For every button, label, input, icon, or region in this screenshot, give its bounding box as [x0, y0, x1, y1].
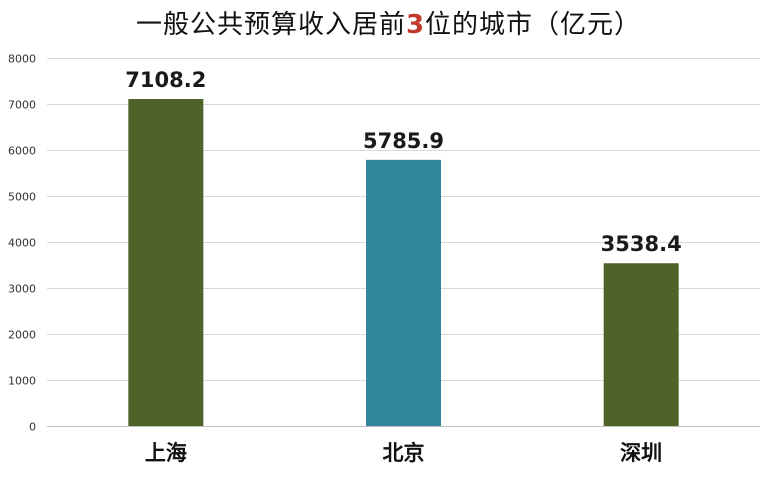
bar-2	[603, 263, 679, 426]
y-tick-label-7000: 7000	[8, 99, 36, 112]
y-tick-label-3000: 3000	[8, 283, 36, 296]
chart-title-highlight: 3	[405, 10, 426, 40]
y-tick-label-6000: 6000	[8, 145, 36, 158]
label-layer: 0 1000 2000 3000 4000 5000 6000 7000 8000 7108.2 上…	[8, 53, 682, 466]
y-tick-label-8000: 8000	[8, 53, 36, 66]
bar-1	[366, 159, 441, 426]
y-tick-label-0: 0	[29, 421, 36, 434]
y-tick-label-4000: 4000	[8, 237, 36, 250]
value-label-2: 3538.4	[601, 232, 682, 256]
chart-title-part-1: 一般公共预算收入居前	[135, 10, 406, 40]
category-label-2: 深圳	[620, 440, 662, 465]
bar-layer	[128, 99, 679, 426]
category-label-1: 北京	[383, 440, 425, 465]
chart-title-part-2: 位的城市（亿元）	[425, 10, 642, 40]
value-label-1: 5785.9	[363, 129, 444, 153]
value-label-0: 7108.2	[125, 68, 206, 92]
chart-title: 一般公共预算收入居前3位的城市（亿元）	[0, 4, 777, 41]
y-tick-label-2000: 2000	[8, 329, 36, 342]
y-tick-label-5000: 5000	[8, 191, 36, 204]
category-label-0: 上海	[145, 440, 187, 465]
y-tick-label-1000: 1000	[8, 375, 36, 388]
bar-0	[128, 99, 204, 426]
